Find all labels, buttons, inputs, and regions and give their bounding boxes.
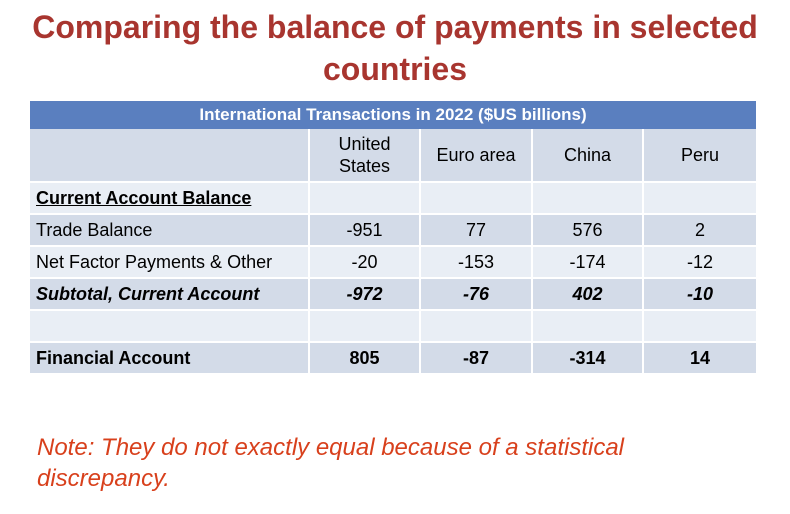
column-header-united-states: United States [310, 129, 421, 183]
table-cell: 77 [421, 215, 533, 247]
table-cell: 576 [533, 215, 644, 247]
transactions-table-container: International Transactions in 2022 ($US … [30, 101, 757, 382]
section-label-cell: Current Account Balance [30, 183, 310, 215]
table-row: Net Factor Payments & Other -20 -153 -17… [30, 247, 757, 279]
table-cell: -20 [310, 247, 421, 279]
financial-cell: -87 [421, 343, 533, 375]
transactions-table: International Transactions in 2022 ($US … [30, 101, 757, 375]
footnote: Note: They do not exactly equal because … [37, 434, 625, 492]
subtotal-cell: -972 [310, 279, 421, 311]
table-cell: -153 [421, 247, 533, 279]
table-row: Trade Balance -951 77 576 2 [30, 215, 757, 247]
slide-title: Comparing the balance of payments in sel… [32, 9, 758, 87]
section-label: Current Account Balance [36, 187, 252, 208]
table-title: International Transactions in 2022 ($US … [30, 101, 757, 129]
financial-account-row: Financial Account 805 -87 -314 14 [30, 343, 757, 375]
column-header-peru: Peru [644, 129, 757, 183]
column-header-row: United States Euro area China Peru [30, 129, 757, 183]
table-cell: -951 [310, 215, 421, 247]
table-cell: -174 [533, 247, 644, 279]
column-header-empty [30, 129, 310, 183]
row-label: Net Factor Payments & Other [30, 247, 310, 279]
financial-cell: 805 [310, 343, 421, 375]
subtotal-cell: 402 [533, 279, 644, 311]
column-header-euro-area: Euro area [421, 129, 533, 183]
subtotal-cell: -10 [644, 279, 757, 311]
row-label: Trade Balance [30, 215, 310, 247]
subtotal-label: Subtotal, Current Account [30, 279, 310, 311]
financial-account-label: Financial Account [30, 343, 310, 375]
subtotal-row: Subtotal, Current Account -972 -76 402 -… [30, 279, 757, 311]
spacer-row [30, 311, 757, 343]
subtotal-cell: -76 [421, 279, 533, 311]
table-cell: 2 [644, 215, 757, 247]
financial-cell: 14 [644, 343, 757, 375]
section-row: Current Account Balance [30, 183, 757, 215]
financial-cell: -314 [533, 343, 644, 375]
table-cell: -12 [644, 247, 757, 279]
column-header-china: China [533, 129, 644, 183]
